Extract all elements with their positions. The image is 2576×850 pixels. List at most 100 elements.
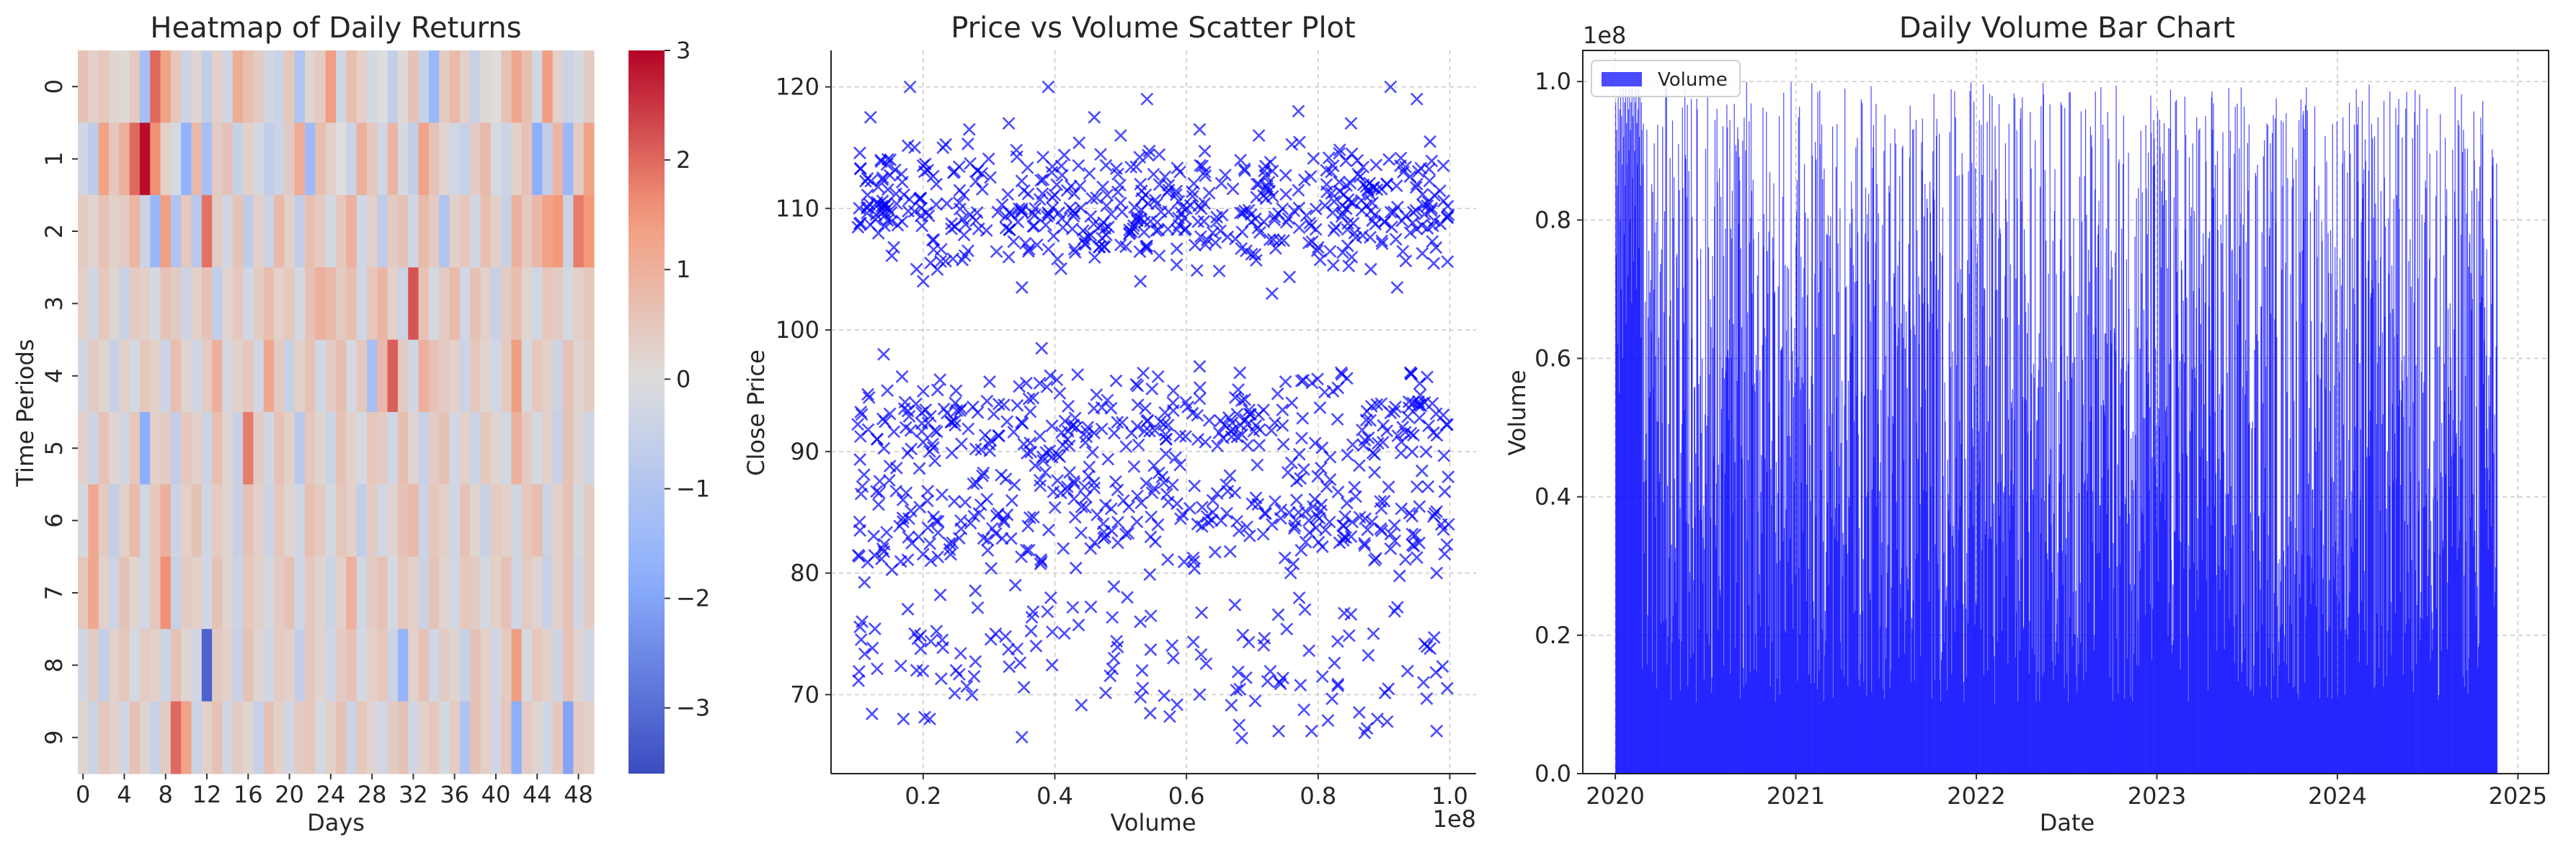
volume-bar <box>1631 88 1633 774</box>
scatter-point <box>1368 208 1382 222</box>
scatter-point <box>970 206 984 219</box>
volume-bar <box>2006 576 2007 774</box>
volume-bar <box>1788 380 1790 774</box>
scatter-point <box>948 686 961 700</box>
scatter-point <box>1395 502 1408 516</box>
volume-bar <box>2218 459 2219 774</box>
volume-bar <box>1919 504 1921 774</box>
heatmap-cell <box>212 484 223 558</box>
volume-bar <box>2095 327 2097 774</box>
heatmap-cell <box>191 629 203 702</box>
bar-legend: Volume <box>1591 60 1741 97</box>
volume-bar <box>2120 368 2122 774</box>
scatter-point <box>1242 635 1256 649</box>
scatter-point <box>1183 501 1196 515</box>
scatter-point <box>1410 551 1424 564</box>
scatter-point <box>1015 730 1029 744</box>
volume-bar <box>2108 568 2110 774</box>
volume-bar <box>2052 661 2053 774</box>
volume-bar <box>2322 614 2324 774</box>
volume-bar <box>2257 341 2259 774</box>
scatter-point <box>873 475 887 488</box>
volume-bar <box>1658 337 1659 774</box>
heatmap-cell <box>366 412 378 485</box>
scatter-point <box>1022 242 1036 256</box>
volume-bar <box>1922 303 1924 774</box>
heatmap-cell <box>170 629 182 702</box>
volume-bar <box>2288 516 2290 774</box>
volume-bar <box>1631 303 1633 774</box>
scatter-point <box>1240 439 1254 452</box>
volume-bar <box>2423 382 2425 774</box>
volume-bar <box>1871 489 1873 774</box>
scatter-point <box>1078 238 1092 251</box>
volume-bar <box>2420 617 2421 774</box>
volume-bar <box>2477 586 2478 774</box>
volume-bar <box>2373 688 2375 774</box>
scatter-point <box>1306 500 1320 514</box>
heatmap-cell <box>459 484 471 558</box>
heatmap-x-tick-label: 44 <box>523 781 552 808</box>
scatter-point <box>1084 210 1098 223</box>
volume-bar <box>2337 696 2338 774</box>
volume-bar <box>2422 507 2424 774</box>
volume-bar <box>1937 290 1939 774</box>
volume-bar <box>1727 128 1728 774</box>
scatter-points <box>851 80 1455 745</box>
volume-bar <box>1722 367 1723 774</box>
heatmap-cell <box>366 339 378 413</box>
scatter-point <box>1017 184 1031 197</box>
volume-bar <box>1985 521 1986 774</box>
volume-bar <box>2169 129 2171 774</box>
scatter-point <box>1389 400 1402 413</box>
heatmap-cell <box>428 194 440 268</box>
volume-bar <box>1615 254 1617 774</box>
volume-bar <box>2353 125 2355 774</box>
scatter-point <box>984 171 997 184</box>
volume-bar <box>1814 274 1816 774</box>
volume-bar <box>2194 367 2195 774</box>
volume-bar <box>2438 346 2440 774</box>
heatmap-cell <box>439 412 450 485</box>
scatter-point <box>950 404 964 417</box>
volume-bar <box>1970 490 1971 774</box>
scatter-point <box>1187 176 1201 190</box>
volume-bar <box>1771 504 1772 774</box>
volume-bar <box>2289 604 2291 774</box>
scatter-point <box>1128 200 1142 214</box>
volume-bar <box>1622 88 1624 774</box>
volume-bar <box>2376 424 2377 774</box>
heatmap-cell <box>573 339 585 413</box>
volume-bar <box>2338 601 2340 774</box>
heatmap-cell <box>428 412 440 485</box>
volume-bar <box>2011 402 2012 774</box>
scatter-point <box>858 174 872 188</box>
volume-bar <box>1802 297 1803 774</box>
scatter-point <box>1304 170 1318 183</box>
volume-bar <box>2190 215 2192 774</box>
heatmap-cell <box>387 629 399 702</box>
heatmap-cell <box>552 412 564 485</box>
volume-bar <box>1981 550 1983 774</box>
volume-bar <box>1656 421 1658 774</box>
scatter-point <box>1269 495 1282 509</box>
scatter-point <box>1325 692 1339 705</box>
scatter-point <box>1048 501 1062 514</box>
heatmap-x-tick-label: 24 <box>316 781 345 808</box>
scatter-point <box>1251 458 1264 472</box>
scatter-point <box>1292 591 1306 604</box>
scatter-point <box>1191 517 1204 531</box>
volume-bar <box>2198 130 2200 774</box>
heatmap-cell <box>160 339 172 413</box>
scatter-point <box>1171 161 1184 175</box>
heatmap-cell <box>108 556 120 630</box>
volume-bar <box>1826 233 1827 774</box>
heatmap-cell <box>511 412 523 485</box>
volume-bar <box>2195 611 2197 774</box>
scatter-point <box>1358 539 1372 552</box>
scatter-point <box>1101 452 1115 466</box>
volume-bar <box>2069 92 2071 774</box>
scatter-point <box>1282 212 1295 225</box>
volume-bar <box>2368 171 2369 774</box>
volume-bar <box>1678 144 1679 774</box>
